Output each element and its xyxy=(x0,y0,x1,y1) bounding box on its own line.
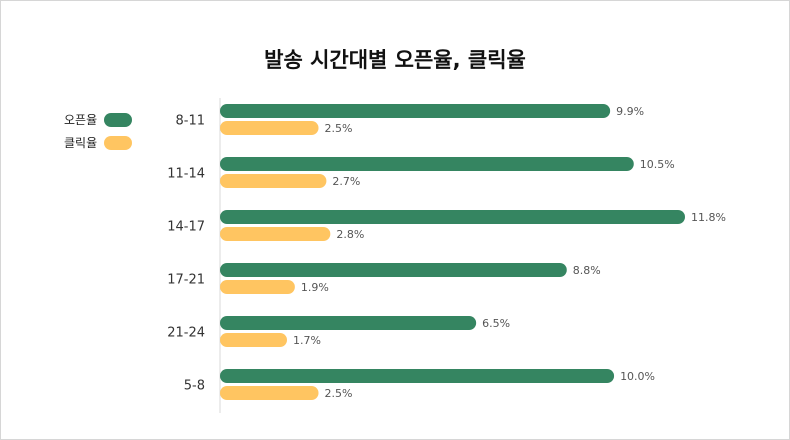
click-rate-bar xyxy=(220,333,287,347)
open-rate-bar xyxy=(220,210,685,224)
data-label: 2.7% xyxy=(332,175,360,188)
legend-label: 오픈율 xyxy=(64,113,98,127)
data-label: 6.5% xyxy=(482,317,510,330)
click-rate-bar xyxy=(220,227,331,241)
click-rate-bar xyxy=(220,280,295,294)
data-label: 10.0% xyxy=(620,370,655,383)
category-label: 17-21 xyxy=(167,273,205,288)
data-label: 9.9% xyxy=(616,105,644,118)
legend-swatch xyxy=(104,113,132,127)
data-label: 8.8% xyxy=(573,264,601,277)
click-rate-bar xyxy=(220,174,327,188)
click-rate-bar xyxy=(220,386,319,400)
data-label: 1.9% xyxy=(301,281,329,294)
legend-swatch xyxy=(104,136,132,150)
open-rate-bar xyxy=(220,369,615,383)
data-label: 2.5% xyxy=(325,122,353,135)
category-label: 5-8 xyxy=(184,379,205,394)
category-label: 14-17 xyxy=(167,220,205,235)
legend-label: 클릭율 xyxy=(64,136,98,150)
data-label: 10.5% xyxy=(640,158,675,171)
open-rate-bar xyxy=(220,263,567,277)
open-rate-bar xyxy=(220,157,634,171)
chart-title: 발송 시간대별 오픈율, 클릭율 xyxy=(264,48,526,72)
category-label: 21-24 xyxy=(167,326,205,341)
open-rate-bar xyxy=(220,104,611,118)
data-label: 11.8% xyxy=(691,211,726,224)
data-label: 1.7% xyxy=(293,334,321,347)
category-label: 8-11 xyxy=(175,114,205,129)
open-rate-bar xyxy=(220,316,477,330)
category-label: 11-14 xyxy=(167,167,205,182)
data-label: 2.5% xyxy=(325,387,353,400)
click-rate-bar xyxy=(220,121,319,135)
data-label: 2.8% xyxy=(336,228,364,241)
